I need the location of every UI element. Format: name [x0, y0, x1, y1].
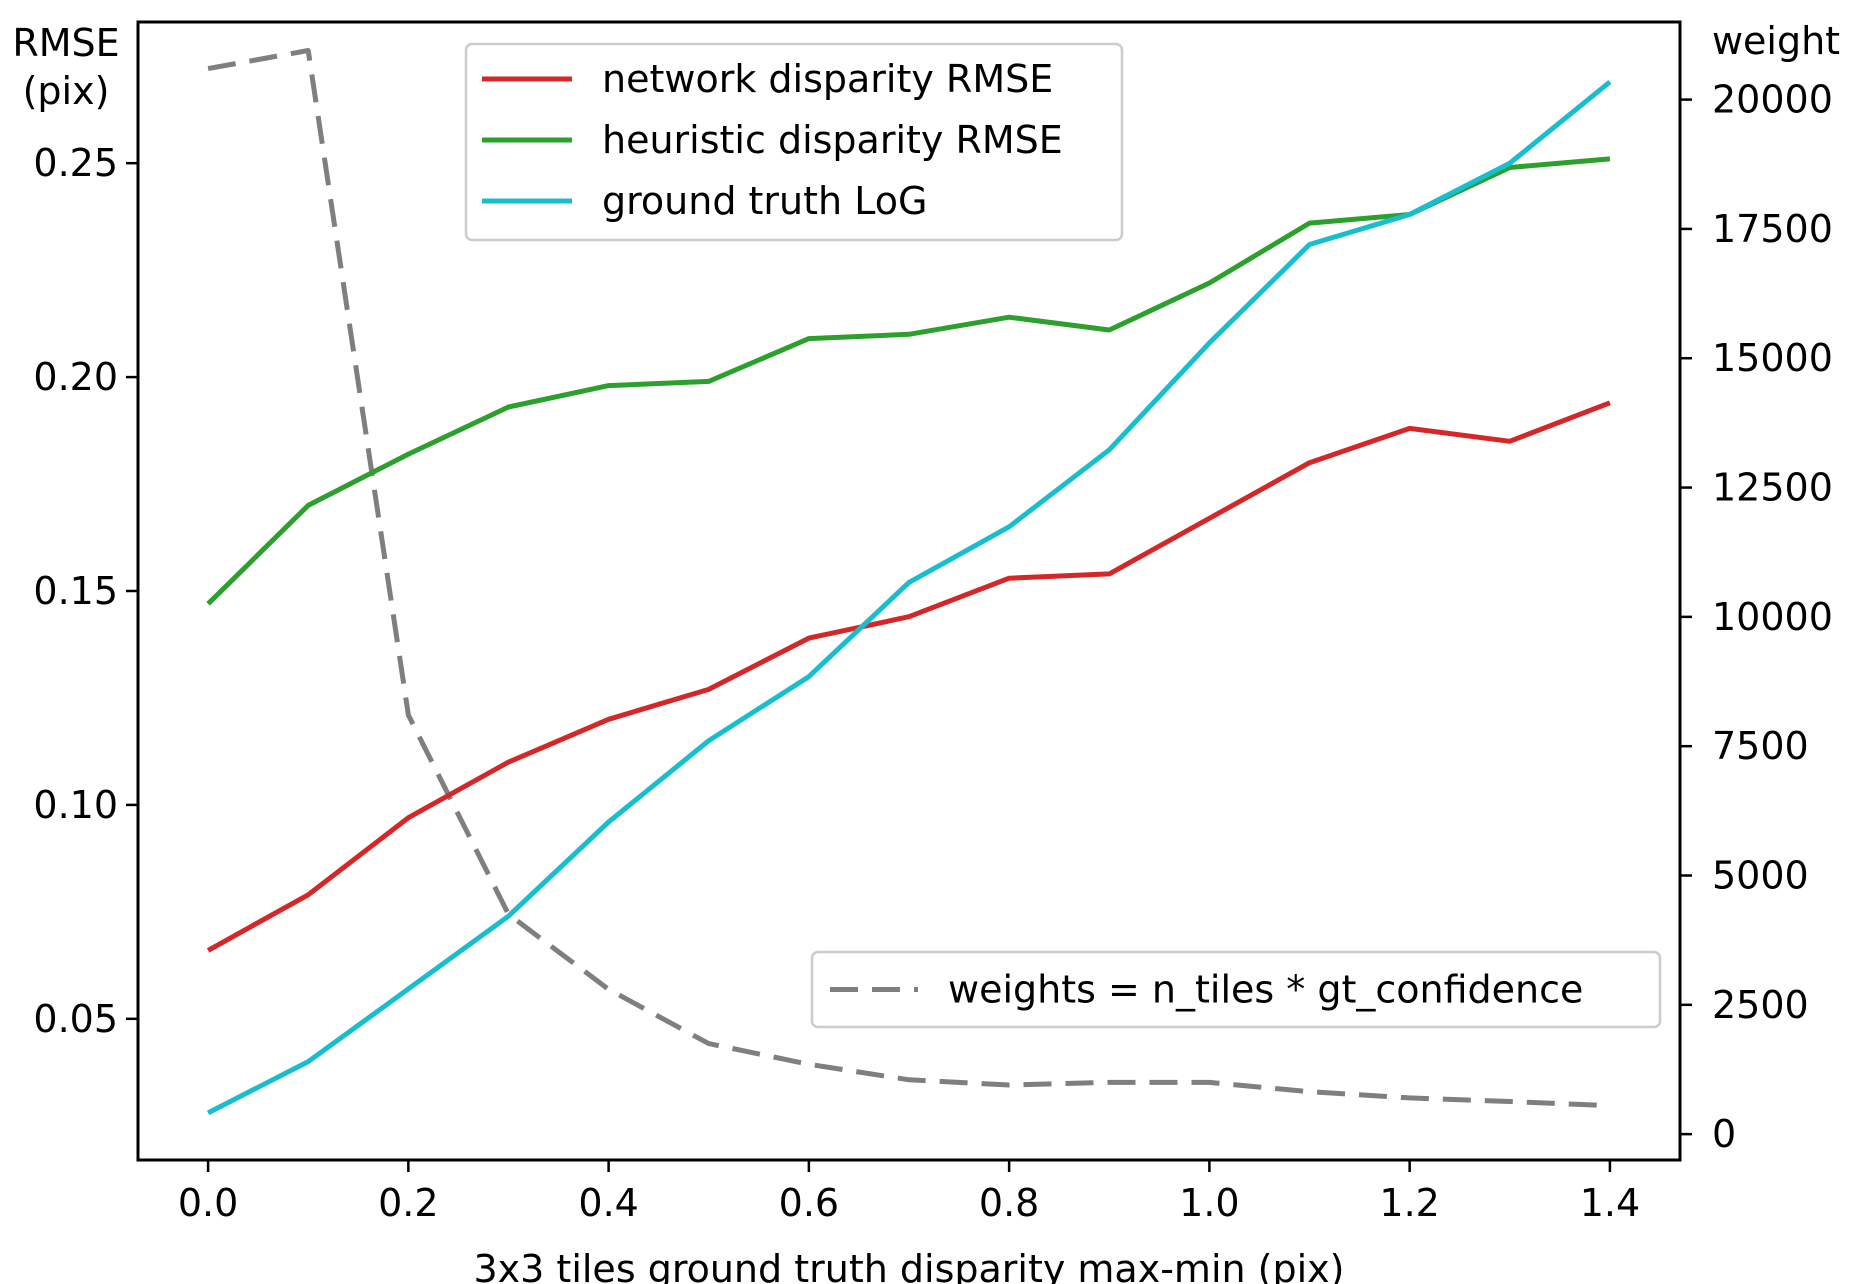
left-tick-label: 0.15: [33, 569, 118, 613]
series-line-0: [206, 400, 1611, 953]
x-tick-label: 1.2: [1379, 1181, 1439, 1225]
right-tick-label: 17500: [1712, 207, 1833, 251]
series-line-3: [207, 48, 1611, 1109]
x-tick-label: 0.4: [578, 1181, 638, 1225]
legend-main-box: [464, 42, 1124, 242]
legend-label-1: heuristic disparity RMSE: [602, 118, 1063, 162]
x-tick-label: 0.6: [779, 1181, 839, 1225]
plot-lines: [206, 48, 1612, 1116]
left-tick-label: 0.20: [33, 355, 118, 399]
left-tick-label: 0.25: [33, 141, 118, 185]
left-axis-unit: (pix): [23, 69, 110, 113]
right-tick-label: 7500: [1712, 724, 1809, 768]
x-tick-label: 1.0: [1179, 1181, 1239, 1225]
legend-weights-box: [810, 950, 1662, 1029]
x-tick-label: 0.0: [178, 1181, 238, 1225]
right-tick-label: 12500: [1712, 466, 1833, 510]
left-tick-label: 0.05: [33, 997, 118, 1041]
right-tick-label: 10000: [1712, 595, 1833, 639]
legends: network disparity RMSE heuristic disparit…: [464, 42, 1662, 1029]
legend-label-2: ground truth LoG: [602, 179, 927, 223]
legend-label-3: weights = n_tiles * gt_confidence: [948, 968, 1583, 1012]
right-tick-label: 15000: [1712, 336, 1833, 380]
right-tick-label: 0: [1712, 1112, 1736, 1156]
axes: 0.0 0.2 0.4 0.6 0.8 1.0 1.2 1.4 0.05 0.10 0.15 0.20…: [12, 19, 1840, 1284]
right-tick-label: 5000: [1712, 854, 1809, 898]
x-tick-label: 0.8: [979, 1181, 1039, 1225]
x-axis-title: 3x3 tiles ground truth disparity max-min…: [474, 1247, 1345, 1284]
right-tick-label: 20000: [1712, 78, 1833, 122]
x-tick-label: 0.2: [378, 1181, 438, 1225]
left-axis-title: RMSE: [12, 21, 119, 65]
legend-label-0: network disparity RMSE: [602, 57, 1053, 101]
series-line-1: [206, 156, 1611, 606]
x-tick-label: 1.4: [1580, 1181, 1640, 1225]
right-axis-title: weight: [1712, 19, 1840, 63]
right-tick-label: 2500: [1712, 983, 1809, 1027]
series-line-2: [206, 79, 1612, 1116]
left-tick-label: 0.10: [33, 783, 118, 827]
